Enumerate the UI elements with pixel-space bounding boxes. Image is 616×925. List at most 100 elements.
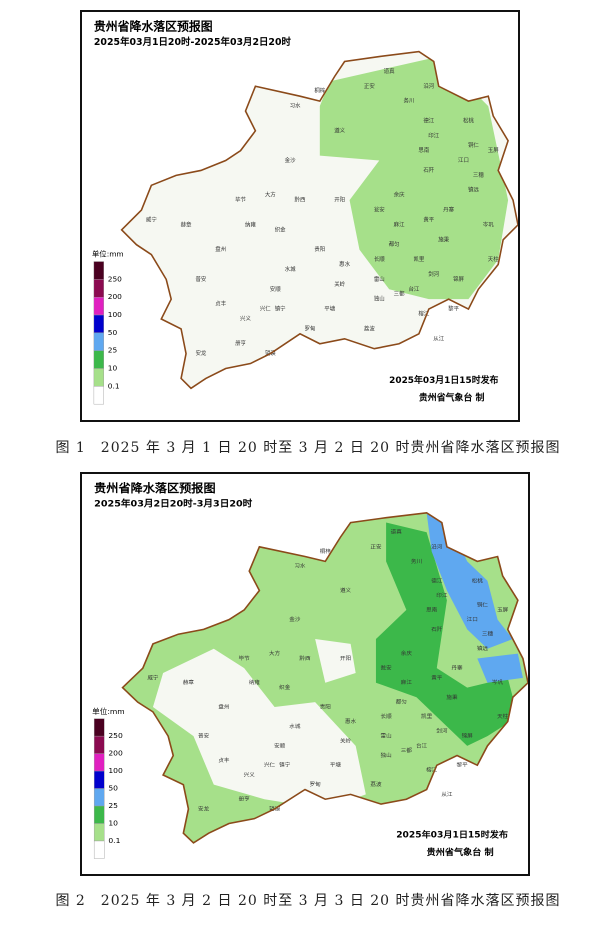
map-title: 贵州省降水落区预报图 — [94, 19, 213, 33]
county-label: 独山 — [381, 751, 392, 759]
county-label: 盘州 — [218, 703, 229, 711]
county-label: 黔西 — [295, 196, 306, 204]
legend-swatch — [93, 788, 105, 807]
map-period: 2025年03月2日20时-3月3日20时 — [94, 498, 253, 510]
county-label: 铜仁 — [477, 601, 489, 609]
county-label: 从江 — [433, 335, 444, 342]
county-label: 册亨 — [235, 339, 246, 347]
county-label: 石阡 — [431, 625, 443, 633]
county-label: 荔波 — [364, 324, 375, 332]
county-label: 石阡 — [423, 166, 434, 174]
county-label: 兴义 — [244, 771, 256, 779]
county-label: 思南 — [418, 146, 429, 154]
county-label: 余庆 — [401, 649, 413, 657]
legend-swatch — [93, 805, 105, 824]
rain-area — [122, 512, 528, 843]
county-label: 贵阳 — [314, 245, 325, 253]
county-label: 台江 — [409, 285, 420, 293]
county-label: 镇宁 — [279, 761, 291, 769]
county-label: 罗甸 — [310, 780, 322, 788]
county-label: 贵阳 — [320, 703, 331, 711]
county-label: 习水 — [294, 562, 306, 570]
legend-label: 10 — [108, 364, 118, 373]
county-label: 金沙 — [289, 615, 301, 623]
county-label: 剑河 — [428, 270, 439, 278]
county-label: 兴仁 — [264, 761, 276, 769]
province-border — [120, 50, 519, 390]
legend-swatch — [93, 314, 104, 334]
county-label: 思南 — [426, 606, 438, 614]
county-label: 惠水 — [339, 260, 350, 268]
county-label: 长顺 — [381, 712, 393, 720]
rain-area — [319, 56, 509, 300]
legend-label: 0.1 — [108, 836, 120, 845]
county-label: 贞丰 — [218, 756, 230, 764]
county-label: 纳雍 — [245, 220, 256, 228]
county-label: 凯里 — [413, 255, 424, 263]
legend-label: 100 — [108, 310, 122, 319]
county-label: 镇宁 — [275, 305, 286, 313]
county-label: 普安 — [195, 275, 206, 283]
county-label: 安龙 — [198, 805, 210, 813]
county-label: 正安 — [370, 542, 382, 550]
county-label: 织金 — [275, 225, 286, 233]
county-label: 麻江 — [394, 220, 405, 228]
county-label: 台江 — [416, 741, 428, 749]
county-label: 黄平 — [431, 673, 443, 681]
county-label: 凯里 — [421, 712, 433, 720]
county-label: 兴仁 — [260, 305, 271, 313]
issued: 2025年03月1日15时发布 — [389, 374, 498, 386]
county-label: 威宁 — [146, 215, 157, 223]
county-label: 印江 — [436, 592, 448, 599]
county-label: 黎平 — [448, 305, 459, 313]
legend-swatch — [93, 261, 104, 280]
county-label: 安顺 — [270, 285, 281, 293]
rain-area — [375, 522, 518, 746]
county-label: 开阳 — [334, 196, 345, 204]
legend-swatch — [93, 753, 105, 772]
legend-swatch — [93, 368, 104, 387]
county-label: 镇远 — [477, 644, 489, 652]
county-label: 遵义 — [340, 586, 352, 594]
county-label: 玉屏 — [497, 606, 509, 613]
county-label: 惠水 — [345, 717, 357, 725]
county-label: 岑巩 — [492, 678, 504, 686]
county-label: 安顺 — [274, 741, 286, 749]
county-label: 施秉 — [438, 235, 449, 243]
legend-label: 10 — [108, 819, 118, 828]
legend-swatch — [93, 770, 105, 789]
county-label: 剑河 — [436, 727, 448, 735]
county-label: 江口 — [458, 157, 469, 164]
county-label: 铜仁 — [468, 141, 479, 149]
county-label: 长顺 — [374, 255, 385, 263]
county-label: 务川 — [411, 557, 422, 565]
legend-swatch — [93, 840, 105, 859]
county-label: 瓮安 — [381, 664, 393, 672]
county-label: 雷山 — [381, 732, 392, 740]
county-label: 三穗 — [473, 171, 484, 179]
county-label: 三都 — [394, 291, 405, 298]
county-label: 正安 — [364, 82, 375, 90]
legend-title: 单位:mm — [92, 249, 124, 259]
legend-label: 250 — [108, 274, 122, 283]
county-label: 道真 — [384, 67, 395, 75]
county-label: 黄平 — [423, 215, 434, 223]
county-label: 都匀 — [389, 240, 400, 248]
county-label: 榕江 — [418, 310, 429, 318]
county-label: 盘州 — [215, 245, 226, 253]
county-label: 镇远 — [468, 186, 479, 194]
legend-label: 50 — [108, 328, 118, 337]
county-label: 册亨 — [239, 795, 251, 803]
caption: 图 2 2025 年 3 月 2 日 20 时至 3 月 3 日 20 时贵州省… — [55, 893, 561, 909]
agency: 贵州省气象台 制 — [419, 392, 485, 404]
map-period: 2025年03月1日20时-2025年03月2日20时 — [94, 36, 292, 48]
county-label: 都匀 — [396, 698, 407, 706]
legend-label: 200 — [108, 292, 122, 301]
county-label: 水城 — [285, 265, 296, 273]
county-label: 榕江 — [426, 766, 438, 774]
county-label: 锦屏 — [462, 732, 474, 740]
county-label: 德江 — [423, 116, 434, 124]
legend-swatch — [93, 350, 104, 369]
county-label: 三穗 — [482, 630, 494, 638]
